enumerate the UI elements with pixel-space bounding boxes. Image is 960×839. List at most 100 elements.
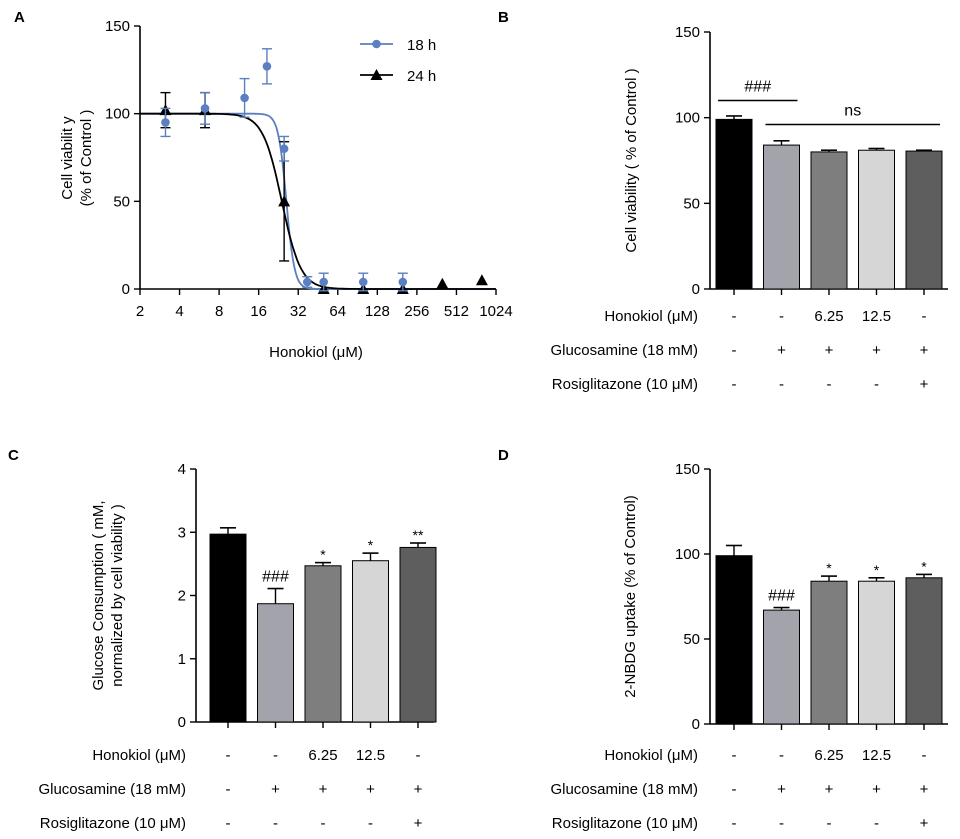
panel-a-point-18h xyxy=(262,62,272,71)
panel-c-condition-cell: 6.25 xyxy=(308,747,337,764)
panel-c-y-axis-title: normalized by cell viability ) xyxy=(109,504,126,687)
panel-d-bar xyxy=(763,609,800,725)
panel-a-point-18h xyxy=(200,104,210,113)
panel-a-y-axis-title: Cell viabilit y xyxy=(59,116,76,200)
panel-a-point-24h xyxy=(475,274,488,286)
legend-label-18h: 18 h xyxy=(407,37,436,54)
panel-d-significance-label: ### xyxy=(768,588,795,605)
panel-d-condition-label: Honokiol (μM) xyxy=(604,747,698,764)
panel-d-y-axis-title: 2-NBDG uptake (% of Control) xyxy=(622,495,639,698)
panel-c-condition-cell: - xyxy=(273,747,278,764)
panel-c-condition-cell: - xyxy=(368,815,373,832)
panel-d-condition-cell: + xyxy=(920,781,929,798)
panel-c-bar xyxy=(399,546,437,723)
panel-a-point-18h xyxy=(161,118,170,127)
panel-a-fit-curve-18h xyxy=(140,112,496,290)
panel-b-bracket-label: ### xyxy=(744,79,771,96)
panel-b-condition-label: Glucosamine (18 mM) xyxy=(550,342,698,359)
panel-a-point-18h xyxy=(302,277,312,287)
panel-a-y-tick-label: 0 xyxy=(122,281,130,298)
panel-c-condition-cell: 12.5 xyxy=(356,747,385,764)
panel-a-y-tick-label: 100 xyxy=(105,106,130,123)
panel-d-significance-label: * xyxy=(826,560,832,576)
panel-c-condition-label: Honokiol (μM) xyxy=(92,747,186,764)
panel-d-significance-label: * xyxy=(874,562,880,578)
panel-a-point-24h xyxy=(278,195,291,207)
panel-label-a: A xyxy=(14,9,25,26)
panel-a-x-tick-label: 32 xyxy=(290,303,307,320)
panel-c-significance-label: ### xyxy=(262,569,289,586)
panel-label-d: D xyxy=(498,447,509,464)
panel-b-y-tick-label: 0 xyxy=(692,281,700,298)
panel-c-condition-cell: - xyxy=(226,747,231,764)
panel-label-c: C xyxy=(8,447,19,464)
panel-b-condition-cell: 6.25 xyxy=(814,308,843,325)
panel-a-y-tick-label: 150 xyxy=(105,18,130,35)
panel-d-condition-cell: + xyxy=(825,781,834,798)
panel-b-condition-cell: + xyxy=(777,342,786,359)
panel-a-point-18h xyxy=(240,93,249,103)
panel-b-condition-cell: + xyxy=(920,376,929,393)
panel-a-chart: 0 50 100 150 2 4 8 16 32 64 128 256 512 1024 Honokiol … xyxy=(59,18,513,361)
panel-b-condition-label: Honokiol (μM) xyxy=(604,308,698,325)
panel-c-condition-cell: + xyxy=(271,781,280,798)
panel-d-chart: 0 50 100 150 2-NBDG uptake (% of Control) ###… xyxy=(550,461,948,832)
panel-c-y-tick-label: 0 xyxy=(178,714,186,731)
panel-d-y-tick-label: 0 xyxy=(692,716,700,733)
panel-label-b: B xyxy=(498,9,509,26)
panel-b-condition-label: Rosiglitazone (10 μM) xyxy=(552,376,698,393)
panel-b-condition-cell: - xyxy=(779,308,784,325)
panel-d-bar xyxy=(905,577,943,725)
panel-d-y-tick-label: 150 xyxy=(675,461,700,478)
panel-b-y-tick-label: 50 xyxy=(683,195,700,212)
panel-d-condition-cell: 6.25 xyxy=(814,747,843,764)
panel-d-bar xyxy=(858,580,895,725)
panel-d-condition-label: Rosiglitazone (10 μM) xyxy=(552,815,698,832)
panel-d-condition-cell: - xyxy=(922,747,927,764)
panel-d-bar xyxy=(810,580,848,725)
panel-a-y-tick-label: 50 xyxy=(113,193,130,210)
panel-b-condition-cell: - xyxy=(827,376,832,393)
panel-b-bar xyxy=(905,150,943,290)
panel-a-x-tick-label: 16 xyxy=(250,303,267,320)
panel-b-condition-cell: + xyxy=(825,342,834,359)
panel-b-condition-cell: + xyxy=(920,342,929,359)
panel-a-x-tick-label: 512 xyxy=(444,303,469,320)
panel-a-point-18h xyxy=(279,144,289,154)
panel-b-y-axis-title: Cell viability ( % of Control ) xyxy=(623,68,640,252)
panel-c-condition-cell: + xyxy=(414,815,423,832)
panel-b-bar xyxy=(810,151,848,290)
panel-c-condition-cell: - xyxy=(321,815,326,832)
panel-d-condition-cell: - xyxy=(874,815,879,832)
panel-d-condition-cell: + xyxy=(872,781,881,798)
panel-d-condition-cell: + xyxy=(777,781,786,798)
panel-b-bar xyxy=(715,118,753,290)
panel-c-y-tick-label: 3 xyxy=(178,524,186,541)
panel-a-x-tick-label: 1024 xyxy=(479,303,512,320)
panel-d-condition-cell: - xyxy=(732,781,737,798)
panel-b-bar xyxy=(763,144,800,290)
panel-c-bar xyxy=(304,565,342,723)
panel-d-significance-label: * xyxy=(921,558,927,574)
panel-d-y-tick-label: 100 xyxy=(675,546,700,563)
panel-b-y-tick-label: 100 xyxy=(675,110,700,127)
panel-b-condition-cell: 12.5 xyxy=(862,308,891,325)
panel-c-chart: 0 1 2 3 4 Glucose Consumption ( mM, normalized… xyxy=(38,461,437,832)
panel-c-y-tick-label: 2 xyxy=(178,588,186,605)
panel-a-point-24h xyxy=(436,277,449,289)
panel-b-condition-cell: + xyxy=(872,342,881,359)
panel-b-chart: 0 50 100 150 Cell viability ( % of Control )… xyxy=(550,24,948,393)
panel-a-fit-curve-24h xyxy=(140,112,496,290)
panel-c-condition-label: Glucosamine (18 mM) xyxy=(38,781,186,798)
panel-b-condition-cell: - xyxy=(874,376,879,393)
panel-d-condition-cell: + xyxy=(920,815,929,832)
legend-label-24h: 24 h xyxy=(407,68,436,85)
panel-d-y-tick-label: 50 xyxy=(683,631,700,648)
panel-a-legend: 18 h 24 h xyxy=(360,37,436,85)
panel-c-bar xyxy=(352,560,389,723)
panel-d-bar xyxy=(715,555,753,725)
panel-c-significance-label: * xyxy=(368,537,374,553)
panel-c-significance-label: * xyxy=(320,547,326,563)
panel-c-bar xyxy=(209,533,247,723)
